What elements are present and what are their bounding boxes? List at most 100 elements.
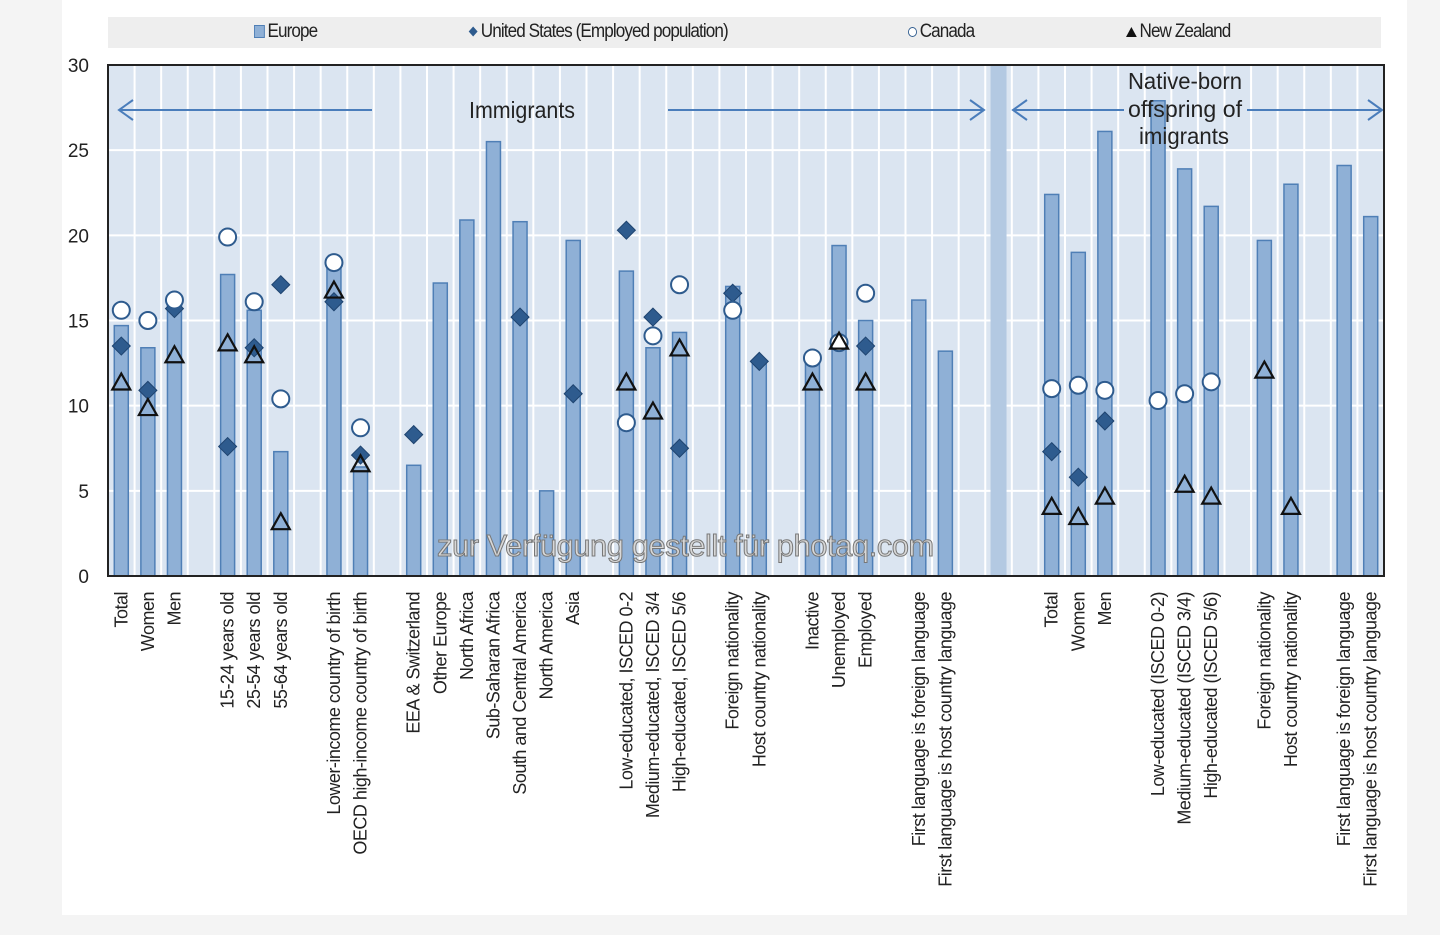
- x-tick-label: Lower-income country of birth: [324, 592, 344, 815]
- x-tick-label: 25-54 years old: [244, 592, 264, 709]
- marker-triangle-new-zealand: [136, 396, 159, 417]
- bar-europe: [512, 220, 528, 577]
- marker-diamond-us: [616, 220, 637, 240]
- y-tick-label: 10: [68, 397, 89, 418]
- bar-europe: [937, 350, 954, 577]
- x-tick-label: Asia: [563, 591, 583, 626]
- bar-europe: [1362, 215, 1379, 577]
- bar-europe: [1097, 130, 1113, 577]
- marker-circle-canada: [1068, 375, 1088, 395]
- x-tick-label: Men: [164, 592, 184, 626]
- marker-triangle-new-zealand: [269, 510, 292, 531]
- x-tick-label: High-educated (ISCED 5/6): [1201, 592, 1221, 799]
- native-label-line1: Native-born: [1128, 68, 1242, 94]
- marker-triangle-new-zealand: [323, 279, 345, 299]
- marker-circle-canada: [164, 290, 184, 310]
- marker-diamond-us: [510, 307, 530, 327]
- marker-circle-canada: [244, 292, 264, 312]
- marker-circle-canada: [1095, 380, 1115, 400]
- x-tick-label: Other Europe: [430, 592, 450, 695]
- x-tick-label: EEA & Switzerland: [404, 592, 424, 734]
- circle-icon: [908, 26, 917, 37]
- bar-europe: [565, 239, 581, 577]
- bar-europe: [113, 324, 130, 577]
- bar-europe: [485, 140, 502, 577]
- x-tick-label: First language is foreign language: [909, 592, 929, 847]
- marker-diamond-us: [855, 336, 876, 356]
- marker-diamond-us: [111, 336, 131, 356]
- x-axis-labels: Total Women Men 15-24 years old 25-54 years …: [111, 591, 1380, 887]
- marker-circle-canada: [802, 348, 822, 368]
- triangle-icon: [1126, 26, 1137, 37]
- marker-diamond-us: [1095, 411, 1115, 431]
- marker-circle-canada: [1175, 384, 1195, 404]
- bar-europe: [352, 466, 369, 577]
- x-tick-label: Medium-educated, ISCED 3/4: [643, 592, 663, 819]
- marker-diamond-us: [271, 275, 291, 295]
- y-tick-label: 25: [68, 141, 89, 162]
- watermark: zur Verfügung gestellt für photaq.com: [437, 528, 935, 564]
- x-tick-label: OECD high-income country of birth: [351, 592, 371, 855]
- marker-triangle-new-zealand: [1040, 495, 1063, 515]
- x-tick-label: Sub-Saharan Africa: [483, 591, 503, 740]
- marker-diamond-us: [749, 351, 769, 372]
- y-tick-label: 15: [68, 312, 89, 333]
- gridlines: [108, 65, 1384, 576]
- legend-label: Canada: [919, 21, 975, 42]
- x-tick-label: Employed: [856, 592, 876, 668]
- x-tick-label: Foreign nationality: [723, 592, 743, 730]
- marker-triangle-new-zealand: [1280, 495, 1302, 515]
- x-tick-label: Women: [138, 592, 158, 651]
- marker-diamond-us: [1042, 441, 1062, 462]
- marker-triangle-new-zealand: [642, 400, 664, 420]
- bar-europe: [1283, 183, 1299, 577]
- x-tick-label: First language is foreign language: [1334, 592, 1354, 847]
- legend-item-canada: Canada: [908, 21, 975, 43]
- arrow-left-icon: [117, 99, 134, 121]
- x-tick-label: Inactive: [802, 592, 822, 651]
- marker-circle-canada: [271, 389, 291, 409]
- marker-triangle-new-zealand: [243, 344, 266, 364]
- x-tick-label: 15-24 years old: [218, 592, 238, 709]
- x-tick-label: Low-educated (ISCED 0-2): [1148, 592, 1168, 796]
- x-tick-label: Total: [111, 592, 131, 628]
- bar-europe: [1150, 100, 1166, 577]
- x-tick-label: Foreign nationality: [1254, 592, 1274, 730]
- x-tick-label: Women: [1068, 592, 1088, 651]
- x-tick-label: First language is host country language: [1361, 592, 1381, 887]
- marker-circle-canada: [1201, 372, 1221, 392]
- x-tick-label: First language is host country language: [935, 592, 955, 887]
- marker-triangle-new-zealand: [349, 453, 372, 473]
- marker-circle-canada: [111, 300, 131, 320]
- marker-triangle-new-zealand: [1173, 473, 1196, 493]
- marker-diamond-us: [563, 384, 583, 404]
- x-tick-label: North Africa: [457, 591, 477, 681]
- marker-triangle-new-zealand: [668, 337, 691, 357]
- x-tick-label: Men: [1095, 592, 1115, 626]
- marker-triangle-new-zealand: [1253, 359, 1276, 379]
- marker-circle-canada: [616, 413, 636, 433]
- legend-item-new-zealand: New Zealand: [1126, 21, 1232, 43]
- x-tick-label: South and Central America: [510, 591, 530, 795]
- annotations: Immigrants Native-born offspring of imig…: [117, 68, 1384, 149]
- marker-circle-canada: [324, 253, 344, 273]
- marker-triangle-new-zealand: [163, 344, 186, 364]
- bar-europe: [1336, 164, 1352, 577]
- bar-swatch-icon: [254, 25, 265, 39]
- y-tick-label: 20: [68, 226, 89, 247]
- marker-circle-canada: [138, 311, 158, 330]
- native-label-line2: offspring of: [1128, 96, 1243, 122]
- plot-frame: [107, 64, 1385, 577]
- marker-triangle-new-zealand: [1067, 505, 1090, 526]
- legend-item-us: United States (Employed population): [468, 21, 729, 43]
- x-tick-label: 55-64 years old: [271, 592, 291, 709]
- marker-triangle-new-zealand: [854, 371, 877, 391]
- legend-label: New Zealand: [1139, 21, 1232, 42]
- bar-europe: [459, 219, 475, 577]
- marker-diamond-us: [217, 436, 238, 457]
- bar-europe: [405, 464, 422, 577]
- native-label-line3: imigrants: [1139, 123, 1229, 149]
- immigrants-label: Immigrants: [469, 97, 575, 123]
- legend: Europe United States (Employed populatio…: [108, 17, 1381, 48]
